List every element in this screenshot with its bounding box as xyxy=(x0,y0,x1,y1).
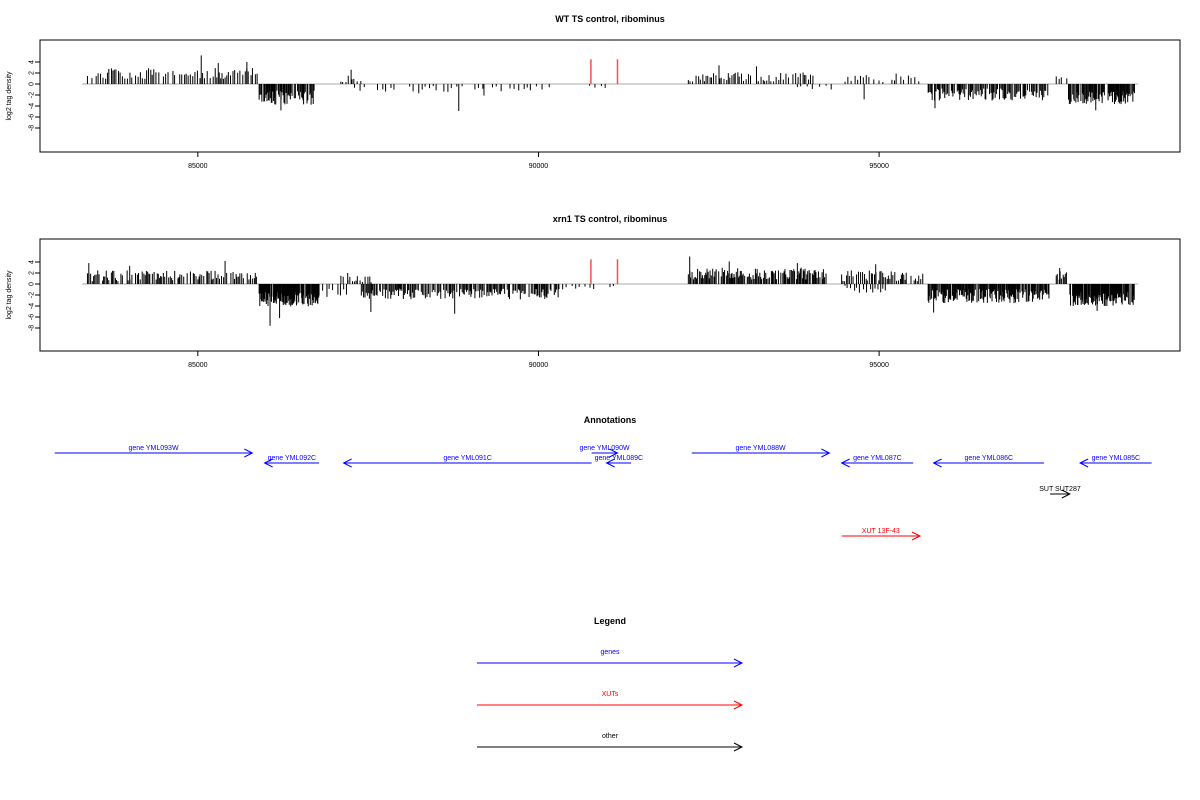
y-tick-label: -4 xyxy=(29,103,36,109)
x-tick-label: 85000 xyxy=(188,362,208,369)
annotation-gene-yml088w: gene YML088W xyxy=(691,445,831,458)
track-title-xrn1: xrn1 TS control, ribominus xyxy=(553,214,668,224)
track-panel-wt: WT TS control, ribominus log2 tag densit… xyxy=(6,14,1181,170)
annotation-gene-yml089c: gene YML089C xyxy=(595,455,644,468)
annotation-label: gene YML092C xyxy=(268,455,317,462)
y-axis-label-xrn1: log2 tag density xyxy=(6,270,13,320)
annotation-label: gene YML087C xyxy=(853,455,902,462)
y-tick-label: -8 xyxy=(29,325,36,331)
annotation-sut-sut287: SUT SUT287 xyxy=(1039,486,1081,499)
y-tick-label: 2 xyxy=(29,271,36,275)
x-tick-label: 95000 xyxy=(869,362,889,369)
annotation-items: gene YML093W gene YML092C gene YML091C gene… xyxy=(54,445,1152,541)
track-title-wt: WT TS control, ribominus xyxy=(555,14,665,24)
legend-label: XUTs xyxy=(602,691,619,698)
legend-title: Legend xyxy=(594,616,626,626)
density-bars-wt xyxy=(82,55,1138,111)
y-tick-label: -4 xyxy=(29,303,36,309)
x-tick-label: 90000 xyxy=(529,163,549,170)
annotation-gene-yml093w: gene YML093W xyxy=(54,445,254,458)
annotation-label: SUT SUT287 xyxy=(1039,486,1081,493)
y-tick-label: 0 xyxy=(29,282,36,286)
legend-arrowhead xyxy=(733,700,744,710)
x-tick-label: 90000 xyxy=(529,362,549,369)
annotation-gene-yml087c: gene YML087C xyxy=(840,455,914,468)
legend-items: genes XUTs other xyxy=(477,649,744,752)
annotation-gene-yml092c: gene YML092C xyxy=(263,455,320,468)
annotation-label: gene YML088W xyxy=(736,445,786,452)
y-tick-label: 4 xyxy=(29,260,36,264)
density-bars-xrn1 xyxy=(82,256,1138,326)
y-tick-label: -2 xyxy=(29,92,36,98)
annotation-label: gene YML085C xyxy=(1092,455,1141,462)
y-tick-label: 2 xyxy=(29,71,36,75)
y-axis-wt: 4 2 0 -2 -4 -6 -8 xyxy=(29,60,41,131)
annotation-gene-yml086c: gene YML086C xyxy=(932,455,1044,468)
annotation-label: gene YML089C xyxy=(595,455,644,462)
annotation-gene-yml091c: gene YML091C xyxy=(342,455,592,468)
y-tick-label: -6 xyxy=(29,114,36,120)
legend-label: other xyxy=(602,733,619,740)
red-markers-xrn1 xyxy=(590,259,619,284)
legend-arrowhead xyxy=(733,742,744,752)
x-tick-label: 95000 xyxy=(869,163,889,170)
annotation-label: gene YML091C xyxy=(443,455,492,462)
annotation-label: XUT 13F-43 xyxy=(862,528,900,535)
y-tick-label: 4 xyxy=(29,60,36,64)
x-axis-xrn1: 85000 90000 95000 xyxy=(188,351,889,369)
y-tick-label: -6 xyxy=(29,314,36,320)
y-tick-label: -8 xyxy=(29,125,36,131)
red-markers-wt xyxy=(590,59,619,84)
annotation-xut-13f-43: XUT 13F-43 xyxy=(841,528,922,541)
y-axis-xrn1: 4 2 0 -2 -4 -6 -8 xyxy=(29,260,41,331)
annotation-label: gene YML090W xyxy=(580,445,630,452)
x-axis-wt: 85000 90000 95000 xyxy=(188,152,889,170)
annotation-label: gene YML093W xyxy=(128,445,178,452)
legend-item-other: other xyxy=(477,733,744,752)
legend-item-xuts: XUTs xyxy=(477,691,744,710)
legend-item-genes: genes xyxy=(477,649,744,668)
annotation-gene-yml085c: gene YML085C xyxy=(1078,455,1152,468)
legend-arrowhead xyxy=(733,658,744,668)
x-tick-label: 85000 xyxy=(188,163,208,170)
annotation-label: gene YML086C xyxy=(965,455,1014,462)
legend-label: genes xyxy=(600,649,620,656)
annotations-title: Annotations xyxy=(584,415,637,425)
y-axis-label-wt: log2 tag density xyxy=(6,71,13,121)
legend-panel: Legend genes XUTs other xyxy=(477,616,744,752)
y-tick-label: 0 xyxy=(29,82,36,86)
plot-frame-wt xyxy=(39,39,1181,153)
annotation-gene-yml090w: gene YML090W xyxy=(580,445,630,458)
y-tick-label: -2 xyxy=(29,292,36,298)
track-panel-xrn1: xrn1 TS control, ribominus log2 tag dens… xyxy=(6,214,1181,369)
